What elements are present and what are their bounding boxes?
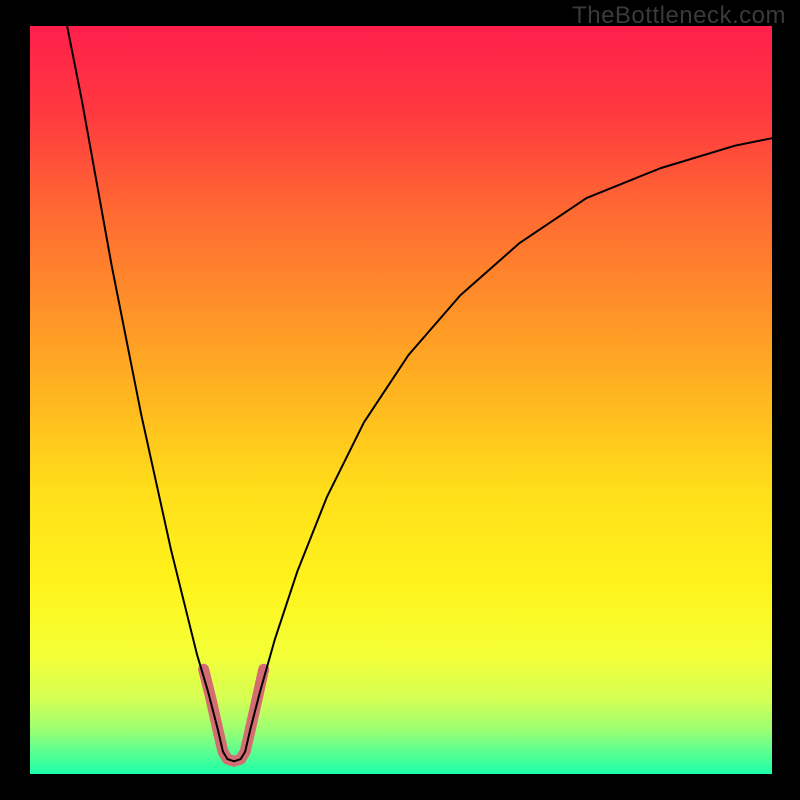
bottleneck-chart (0, 0, 800, 800)
plot-gradient-background (30, 26, 772, 774)
chart-container: TheBottleneck.com (0, 0, 800, 800)
